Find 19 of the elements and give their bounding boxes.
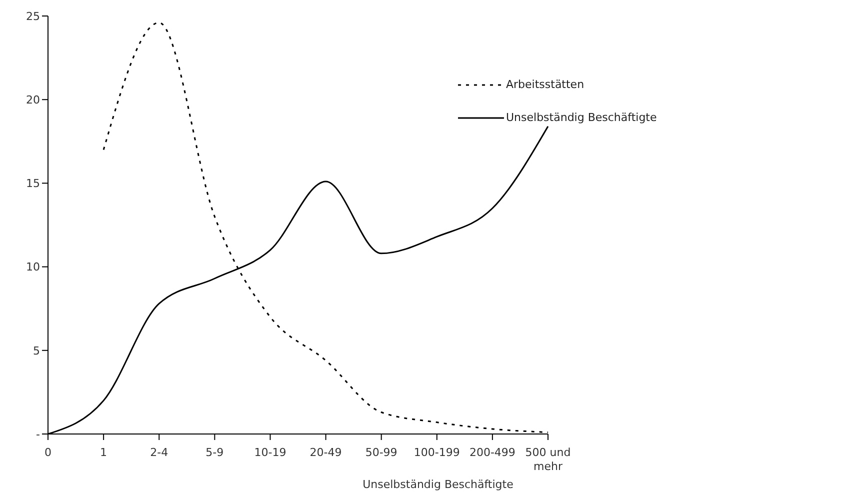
x-tick-label: 1 xyxy=(100,446,108,459)
y-tick-label: 5 xyxy=(33,344,40,358)
x-tick-label: 20-49 xyxy=(310,446,342,459)
y-tick-label: 20 xyxy=(26,94,40,107)
legend-label: Arbeitsstätten xyxy=(506,78,584,91)
x-axis-title: Unselbständig Beschäftigte xyxy=(362,478,514,491)
x-tick-label: 5-9 xyxy=(206,446,224,459)
x-tick-label: 200-499 xyxy=(469,446,516,459)
x-tick-label: 10-19 xyxy=(254,446,286,459)
x-tick-label: 0 xyxy=(44,446,52,459)
x-tick-label: 2-4 xyxy=(150,446,168,459)
y-tick-label: 10 xyxy=(26,260,40,274)
legend-label: Unselbständig Beschäftigte xyxy=(506,111,657,124)
y-tick-label: 15 xyxy=(26,177,40,190)
y-tick-label: 25 xyxy=(26,10,40,23)
x-tick-label: 500 und mehr xyxy=(525,446,571,473)
y-tick-label: - xyxy=(36,428,40,441)
x-tick-label: 50-99 xyxy=(365,446,398,459)
x-tick-label: 100-199 xyxy=(414,446,460,459)
